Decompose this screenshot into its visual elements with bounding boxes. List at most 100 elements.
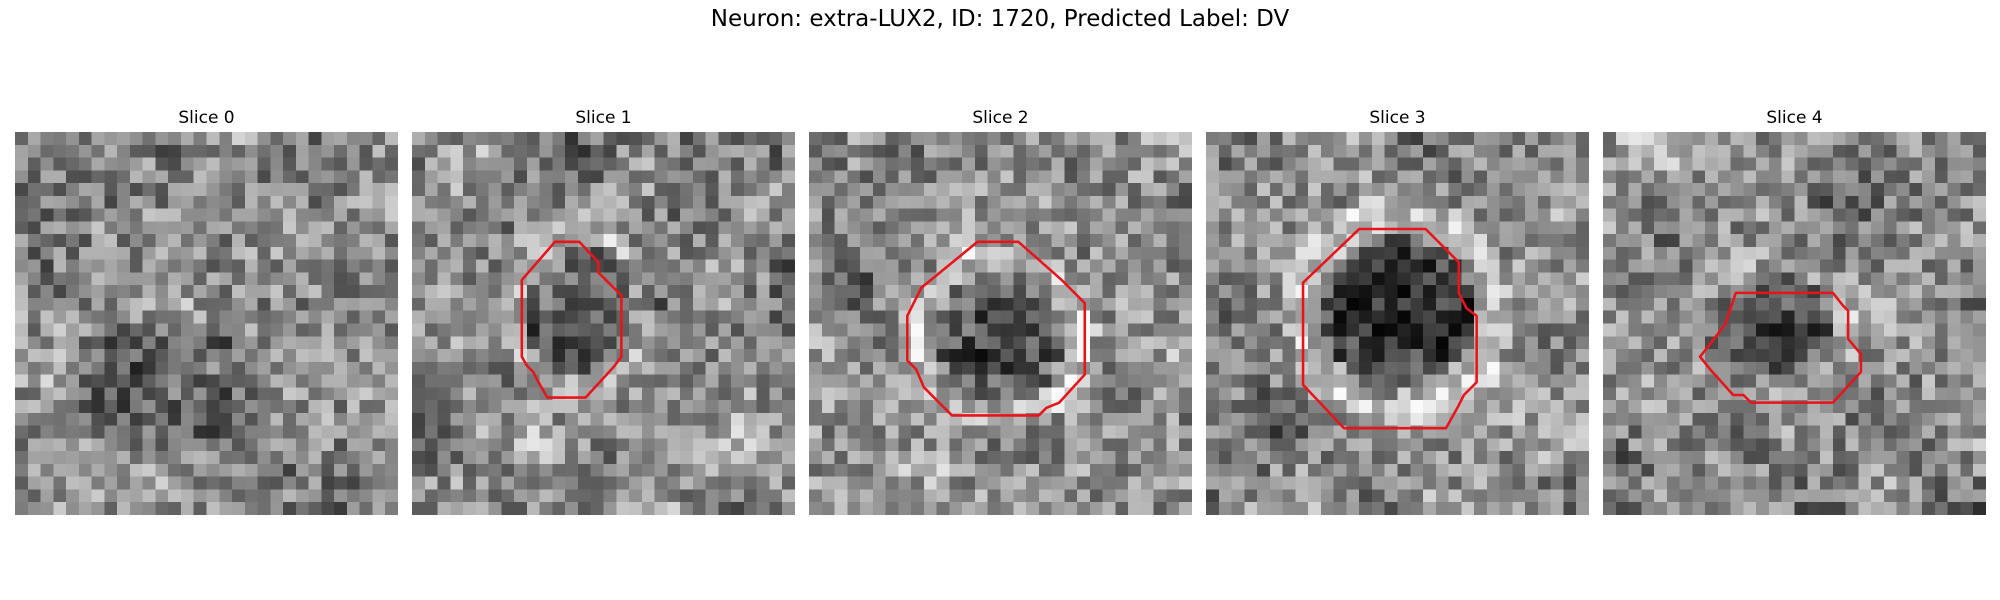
pixel bbox=[1026, 323, 1040, 337]
pixel bbox=[949, 310, 963, 324]
pixel bbox=[834, 374, 848, 388]
pixel bbox=[1423, 451, 1437, 465]
pixel bbox=[1705, 412, 1719, 426]
pixel bbox=[1013, 349, 1027, 363]
pixel bbox=[359, 234, 373, 248]
pixel bbox=[1346, 374, 1360, 388]
pixel bbox=[142, 425, 156, 439]
pixel bbox=[1563, 349, 1577, 363]
pixel bbox=[193, 451, 207, 465]
pixel bbox=[1909, 451, 1923, 465]
pixel bbox=[1077, 400, 1091, 414]
pixel bbox=[885, 387, 899, 401]
pixel bbox=[1244, 259, 1258, 273]
pixel bbox=[1603, 144, 1617, 158]
pixel bbox=[295, 349, 309, 363]
pixel bbox=[1128, 438, 1142, 452]
pixel bbox=[1550, 310, 1564, 324]
pixel bbox=[1064, 195, 1078, 209]
pixel bbox=[308, 451, 322, 465]
pixel bbox=[514, 425, 528, 439]
pixel bbox=[1858, 323, 1872, 337]
pixel bbox=[1231, 387, 1245, 401]
pixel bbox=[847, 489, 861, 503]
pixel bbox=[860, 132, 874, 146]
pixel bbox=[1845, 451, 1859, 465]
pixel bbox=[1641, 246, 1655, 260]
pixel bbox=[1384, 349, 1398, 363]
pixel bbox=[1333, 234, 1347, 248]
pixel bbox=[514, 208, 528, 222]
pixel bbox=[1525, 349, 1539, 363]
pixel bbox=[129, 323, 143, 337]
pixel bbox=[359, 183, 373, 197]
pixel bbox=[743, 400, 757, 414]
pixel bbox=[1947, 489, 1961, 503]
pixel bbox=[359, 246, 373, 260]
pixel bbox=[1371, 336, 1385, 350]
pixel bbox=[1576, 195, 1589, 209]
pixel bbox=[270, 208, 284, 222]
pixel bbox=[1909, 476, 1923, 490]
pixel bbox=[104, 463, 118, 477]
pixel bbox=[1896, 336, 1910, 350]
pixel bbox=[385, 349, 398, 363]
pixel bbox=[1282, 361, 1296, 375]
pixel bbox=[1756, 195, 1770, 209]
pixel bbox=[27, 157, 41, 171]
pixel bbox=[1960, 425, 1974, 439]
pixel bbox=[1768, 183, 1782, 197]
pixel bbox=[104, 246, 118, 260]
pixel bbox=[1308, 221, 1322, 235]
pixel bbox=[308, 502, 322, 515]
pixel bbox=[1679, 323, 1693, 337]
pixel bbox=[219, 246, 233, 260]
pixel bbox=[743, 132, 757, 146]
pixel bbox=[450, 349, 464, 363]
pixel bbox=[1359, 349, 1373, 363]
pixel bbox=[1550, 374, 1564, 388]
pixel bbox=[1666, 425, 1680, 439]
pixel bbox=[949, 170, 963, 184]
pixel bbox=[1654, 349, 1668, 363]
pixel bbox=[603, 463, 617, 477]
pixel bbox=[1179, 387, 1192, 401]
pixel bbox=[1244, 412, 1258, 426]
pixel bbox=[1576, 285, 1589, 299]
pixel bbox=[1269, 132, 1283, 146]
pixel bbox=[641, 183, 655, 197]
pixel bbox=[1423, 374, 1437, 388]
pixel bbox=[1102, 336, 1116, 350]
pixel bbox=[501, 259, 515, 273]
pixel bbox=[1692, 438, 1706, 452]
pixel bbox=[1153, 234, 1167, 248]
pixel bbox=[782, 387, 795, 401]
pixel bbox=[1615, 246, 1629, 260]
pixel bbox=[437, 285, 451, 299]
pixel bbox=[692, 285, 706, 299]
pixel bbox=[1537, 476, 1551, 490]
pixel bbox=[308, 195, 322, 209]
pixel bbox=[129, 297, 143, 311]
pixel bbox=[756, 310, 770, 324]
pixel bbox=[782, 144, 795, 158]
figure-title: Neuron: extra-LUX2, ID: 1720, Predicted … bbox=[710, 6, 1290, 32]
pixel bbox=[936, 387, 950, 401]
pixel bbox=[1525, 451, 1539, 465]
pixel bbox=[1934, 349, 1948, 363]
pixel bbox=[1064, 183, 1078, 197]
pixel bbox=[1499, 400, 1513, 414]
pixel bbox=[1166, 412, 1180, 426]
pixel bbox=[206, 476, 220, 490]
pixel bbox=[1730, 400, 1744, 414]
pixel bbox=[412, 323, 426, 337]
pixel bbox=[1794, 476, 1808, 490]
pixel bbox=[1641, 259, 1655, 273]
pixel bbox=[1960, 195, 1974, 209]
pixel bbox=[1781, 349, 1795, 363]
pixel bbox=[692, 144, 706, 158]
pixel bbox=[1486, 297, 1500, 311]
pixel bbox=[514, 476, 528, 490]
pixel bbox=[1832, 310, 1846, 324]
pixel bbox=[654, 259, 668, 273]
